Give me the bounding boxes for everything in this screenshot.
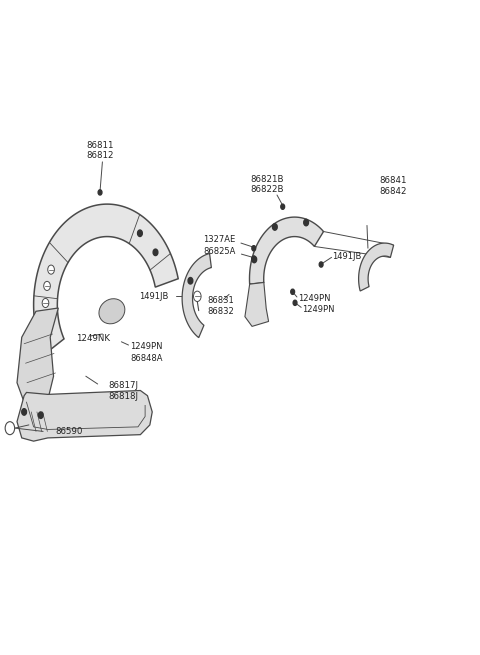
Polygon shape [250, 217, 324, 284]
Circle shape [291, 290, 295, 294]
Circle shape [98, 190, 102, 195]
Text: 86817J
86818J: 86817J 86818J [109, 381, 139, 401]
Circle shape [319, 262, 323, 267]
Text: 1249PN: 1249PN [130, 343, 162, 352]
Circle shape [44, 282, 50, 290]
Circle shape [48, 265, 54, 274]
Circle shape [252, 246, 256, 251]
Text: 86590: 86590 [55, 427, 83, 436]
Circle shape [42, 299, 49, 308]
Text: 86848A: 86848A [130, 354, 162, 363]
Text: 1249PN: 1249PN [302, 305, 335, 314]
Circle shape [38, 412, 43, 419]
Polygon shape [245, 282, 269, 326]
Circle shape [304, 219, 309, 226]
Text: 86831
86832: 86831 86832 [208, 296, 234, 316]
Circle shape [153, 249, 158, 255]
Circle shape [22, 409, 26, 415]
Polygon shape [17, 308, 58, 402]
Text: 1491JB: 1491JB [333, 252, 362, 261]
Polygon shape [182, 253, 211, 337]
Text: 1491JB: 1491JB [140, 292, 169, 301]
Text: 86825A: 86825A [203, 247, 235, 256]
Circle shape [281, 204, 285, 210]
Polygon shape [17, 390, 152, 441]
Text: 1249NK: 1249NK [76, 334, 110, 343]
Circle shape [193, 291, 201, 301]
Circle shape [252, 256, 256, 261]
Circle shape [273, 224, 277, 230]
Circle shape [252, 256, 257, 263]
Circle shape [138, 230, 142, 236]
Text: 86821B
86822B: 86821B 86822B [251, 175, 284, 195]
Ellipse shape [99, 299, 125, 324]
Text: 1327AE: 1327AE [203, 235, 235, 244]
Text: 86841
86842: 86841 86842 [379, 176, 407, 196]
Polygon shape [359, 243, 394, 291]
Polygon shape [34, 204, 178, 355]
Circle shape [188, 278, 193, 284]
Text: 86811
86812: 86811 86812 [86, 141, 114, 160]
Circle shape [293, 300, 297, 305]
Text: 1249PN: 1249PN [298, 294, 330, 303]
